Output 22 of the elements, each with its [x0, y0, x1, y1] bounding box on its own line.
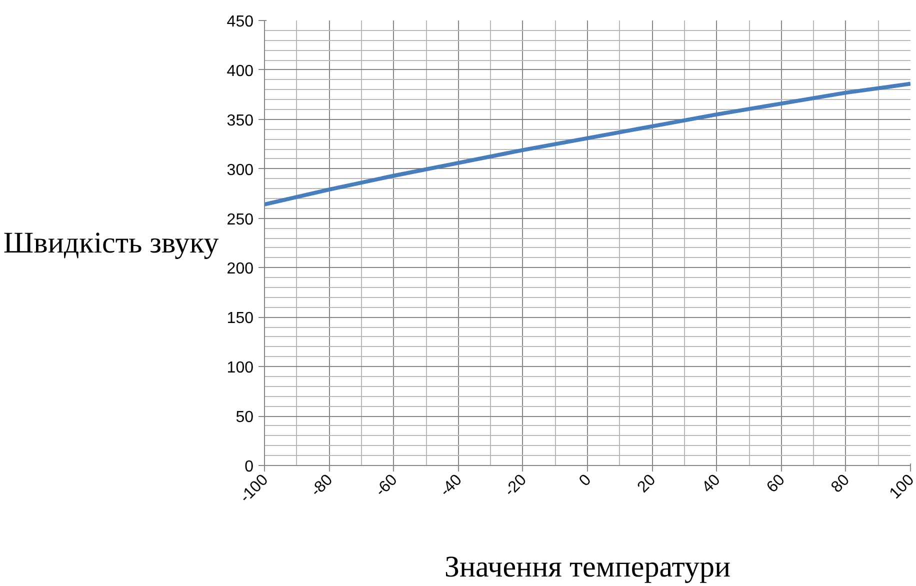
y-axis-title: Швидкість звуку [3, 226, 219, 260]
y-tick-label: 300 [226, 162, 254, 179]
x-tick-label: 20 [634, 471, 660, 496]
x-tick-label: 100 [886, 471, 916, 502]
y-tick-label: 200 [226, 260, 254, 278]
x-tick-label: 80 [828, 471, 854, 496]
x-tick-label: -40 [437, 471, 466, 500]
line-series [264, 82, 910, 206]
x-tick-label: -20 [502, 471, 530, 500]
y-tick-label: 400 [226, 62, 254, 80]
x-tick-label: 0 [576, 471, 595, 490]
y-tick-label: 450 [226, 14, 254, 30]
y-tick-label: 250 [226, 211, 254, 228]
x-axis-title: Значення температури [444, 550, 731, 584]
y-tick-label: 50 [236, 409, 254, 426]
y-tick-label: 100 [226, 360, 254, 377]
x-tick-label: -80 [308, 471, 336, 500]
y-tick-label: 150 [226, 310, 254, 328]
y-tick-label: 350 [226, 112, 254, 130]
x-tick-label: 40 [699, 471, 724, 496]
x-tick-label: -60 [372, 471, 401, 500]
x-tick-label: 60 [764, 471, 788, 496]
